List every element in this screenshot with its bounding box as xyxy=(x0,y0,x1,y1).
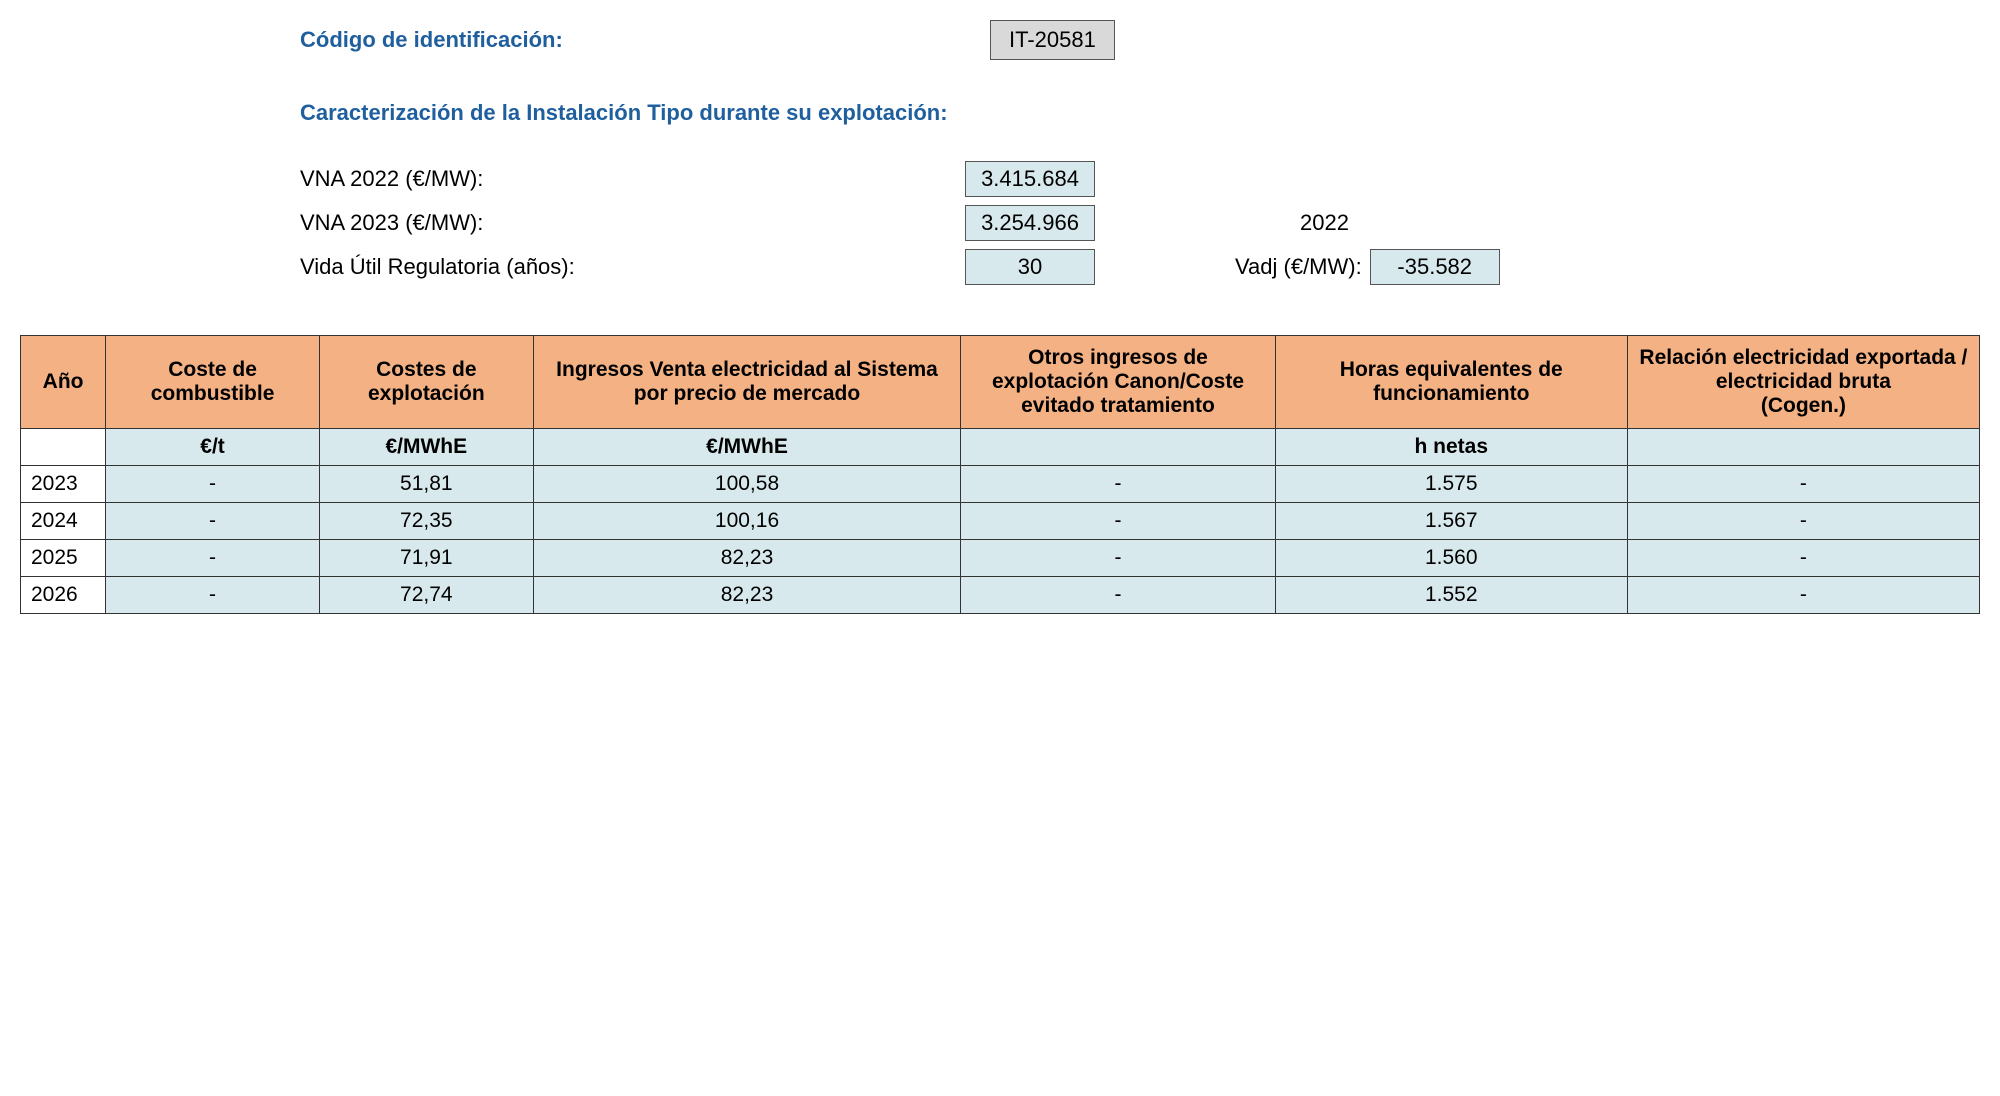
data-cell: - xyxy=(1627,577,1979,614)
vna2023-value: 3.254.966 xyxy=(965,205,1095,241)
units-row: €/t€/MWhE€/MWhEh netas xyxy=(21,429,1980,466)
data-cell: 51,81 xyxy=(319,466,533,503)
table-header-row: AñoCoste de combustibleCostes de explota… xyxy=(21,336,1980,429)
unit-cell xyxy=(21,429,106,466)
table-row: 2023-51,81100,58-1.575- xyxy=(21,466,1980,503)
unit-cell xyxy=(961,429,1275,466)
data-cell: 100,16 xyxy=(533,503,961,540)
unit-cell xyxy=(1627,429,1979,466)
table-row: 2026-72,7482,23-1.552- xyxy=(21,577,1980,614)
unit-cell: €/MWhE xyxy=(319,429,533,466)
data-cell: 82,23 xyxy=(533,577,961,614)
data-cell: - xyxy=(961,540,1275,577)
vna2023-label: VNA 2023 (€/MW): xyxy=(300,210,940,236)
header-section: Código de identificación: IT-20581 Carac… xyxy=(20,20,1980,285)
data-cell: - xyxy=(106,503,320,540)
year-cell: 2023 xyxy=(21,466,106,503)
column-header: Ingresos Venta electricidad al Sistema p… xyxy=(533,336,961,429)
vadj-value: -35.582 xyxy=(1370,249,1500,285)
code-label: Código de identificación: xyxy=(300,27,940,53)
vida-value: 30 xyxy=(965,249,1095,285)
unit-cell: h netas xyxy=(1275,429,1627,466)
data-cell: 1.560 xyxy=(1275,540,1627,577)
data-cell: - xyxy=(961,503,1275,540)
column-header: Horas equivalentes de funcionamiento xyxy=(1275,336,1627,429)
data-cell: 1.552 xyxy=(1275,577,1627,614)
vadj-label: Vadj (€/MW): xyxy=(1235,254,1362,280)
year-cell: 2024 xyxy=(21,503,106,540)
data-table: AñoCoste de combustibleCostes de explota… xyxy=(20,335,1980,614)
table-row: 2025-71,9182,23-1.560- xyxy=(21,540,1980,577)
data-cell: - xyxy=(1627,540,1979,577)
data-cell: 72,74 xyxy=(319,577,533,614)
column-header: Año xyxy=(21,336,106,429)
code-value-box: IT-20581 xyxy=(990,20,1115,60)
data-cell: 71,91 xyxy=(319,540,533,577)
data-cell: 100,58 xyxy=(533,466,961,503)
column-header: Relación electricidad exportada / electr… xyxy=(1627,336,1979,429)
data-cell: - xyxy=(961,466,1275,503)
year-cell: 2025 xyxy=(21,540,106,577)
vida-label: Vida Útil Regulatoria (años): xyxy=(300,254,940,280)
data-cell: 82,23 xyxy=(533,540,961,577)
unit-cell: €/t xyxy=(106,429,320,466)
table-body: €/t€/MWhE€/MWhEh netas2023-51,81100,58-1… xyxy=(21,429,1980,614)
data-cell: 72,35 xyxy=(319,503,533,540)
vna2022-value: 3.415.684 xyxy=(965,161,1095,197)
year-cell: 2026 xyxy=(21,577,106,614)
data-cell: - xyxy=(106,540,320,577)
data-cell: - xyxy=(1627,503,1979,540)
vna2022-row: VNA 2022 (€/MW): 3.415.684 xyxy=(300,161,1980,197)
data-cell: - xyxy=(1627,466,1979,503)
vida-row: Vida Útil Regulatoria (años): 30 Vadj (€… xyxy=(300,249,1980,285)
column-header: Otros ingresos de explotación Canon/Cost… xyxy=(961,336,1275,429)
vna2022-label: VNA 2022 (€/MW): xyxy=(300,166,940,192)
column-header: Costes de explotación xyxy=(319,336,533,429)
data-cell: 1.567 xyxy=(1275,503,1627,540)
year-ref: 2022 xyxy=(1300,210,1349,236)
code-row: Código de identificación: IT-20581 xyxy=(300,20,1980,60)
column-header: Coste de combustible xyxy=(106,336,320,429)
document-container: Código de identificación: IT-20581 Carac… xyxy=(20,20,1980,614)
section-title: Caracterización de la Instalación Tipo d… xyxy=(300,100,1980,126)
data-cell: - xyxy=(106,577,320,614)
table-row: 2024-72,35100,16-1.567- xyxy=(21,503,1980,540)
unit-cell: €/MWhE xyxy=(533,429,961,466)
data-cell: - xyxy=(961,577,1275,614)
data-cell: - xyxy=(106,466,320,503)
data-cell: 1.575 xyxy=(1275,466,1627,503)
vna2023-row: VNA 2023 (€/MW): 3.254.966 2022 xyxy=(300,205,1980,241)
